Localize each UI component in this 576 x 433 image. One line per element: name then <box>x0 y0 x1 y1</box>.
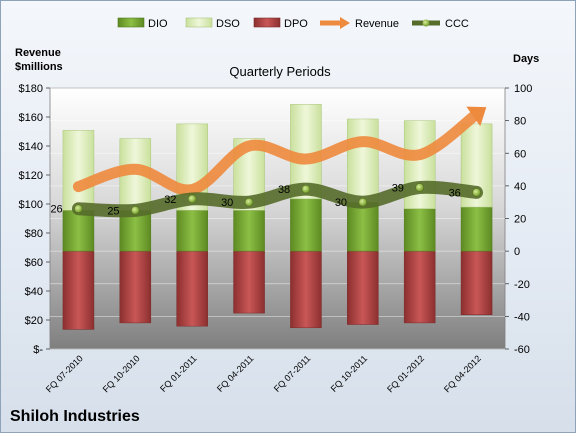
bar-dio[interactable] <box>233 210 265 252</box>
legend-label-dio: DIO <box>148 18 168 30</box>
left-tick-label: $40 <box>25 286 43 298</box>
legend-item-ccc[interactable]: CCC <box>412 18 469 30</box>
bar-dpo[interactable] <box>460 250 493 315</box>
legend-swatch-dio <box>117 17 145 28</box>
legend-label-dso: DSO <box>216 18 240 30</box>
ccc-data-label: 26 <box>50 204 62 216</box>
legend-swatch-dpo <box>253 17 281 28</box>
right-tick-label: 60 <box>514 148 526 160</box>
x-tick-label: FQ 07-2010 <box>44 353 85 394</box>
revenue-arrowhead-icon <box>466 106 487 127</box>
x-tick-label: FQ 04-2011 <box>215 353 256 394</box>
legend-item-revenue[interactable]: Revenue <box>320 17 399 30</box>
bar-dpo[interactable] <box>347 250 379 325</box>
left-tick-label: $80 <box>25 228 43 240</box>
x-tick-label: FQ 04-2012 <box>442 353 483 394</box>
bar-dio[interactable] <box>347 201 379 252</box>
ccc-data-label: 30 <box>335 197 347 209</box>
bar-dio[interactable] <box>460 206 493 252</box>
right-tick-label: 0 <box>514 246 520 258</box>
right-tick-label: -40 <box>514 311 530 323</box>
revenue-line[interactable] <box>72 108 483 196</box>
legend-dot-icon <box>422 19 430 27</box>
x-tick-label: FQ 07-2011 <box>272 353 313 394</box>
ccc-point[interactable] <box>415 183 424 192</box>
bar-dpo[interactable] <box>233 250 265 314</box>
right-axis-title: Days <box>513 53 539 65</box>
ccc-point[interactable] <box>472 188 481 197</box>
legend: DIO DSO DPO Revenue CCC <box>117 17 469 30</box>
ccc-data-label: 36 <box>449 187 461 199</box>
ccc-data-label: 39 <box>392 183 404 195</box>
bar-dso[interactable] <box>347 118 379 203</box>
bar-dso[interactable] <box>62 130 95 211</box>
company-name: Shiloh Industries <box>10 408 140 425</box>
bar-dio[interactable] <box>290 198 322 252</box>
bar-dio[interactable] <box>62 210 95 252</box>
ccc-line[interactable] <box>71 180 484 218</box>
bars <box>62 104 493 330</box>
x-tick-label: FQ 01-2011 <box>158 353 199 394</box>
right-tick-label: 20 <box>514 214 526 226</box>
left-axis-title-line2: $millions <box>15 61 63 73</box>
legend-item-dio[interactable]: DIO <box>117 17 168 30</box>
legend-label-revenue: Revenue <box>355 18 399 30</box>
right-tick-label: 80 <box>514 116 526 128</box>
ccc-point[interactable] <box>74 204 83 213</box>
x-tick-label: FQ 01-2012 <box>385 353 426 394</box>
bar-dpo[interactable] <box>403 250 436 324</box>
ccc-point[interactable] <box>244 197 254 207</box>
legend-arrow-icon <box>340 17 350 29</box>
left-axis-title-line1: Revenue <box>15 47 61 59</box>
legend-swatch-dso <box>185 17 213 28</box>
legend-label-dpo: DPO <box>284 18 308 30</box>
lines: 26 25 32 30 38 30 39 36 <box>50 106 487 218</box>
legend-item-dpo[interactable]: DPO <box>253 17 308 30</box>
ccc-data-label: 30 <box>221 197 233 209</box>
right-tick-label: -20 <box>514 279 530 291</box>
legend-item-dso[interactable]: DSO <box>185 17 240 30</box>
ccc-data-label: 25 <box>107 205 119 217</box>
left-tick-label: $100 <box>19 199 43 211</box>
left-tick-label: $120 <box>19 170 43 182</box>
bar-dpo[interactable] <box>62 250 95 330</box>
legend-label-ccc: CCC <box>445 18 469 30</box>
bar-dio[interactable] <box>403 208 436 252</box>
left-tick-label: $160 <box>19 112 43 124</box>
right-tick-label: 100 <box>514 83 532 95</box>
left-tick-label: $140 <box>19 141 43 153</box>
ccc-point[interactable] <box>131 206 140 215</box>
bar-dio[interactable] <box>176 210 208 252</box>
ccc-point[interactable] <box>187 194 197 204</box>
right-tick-label: -60 <box>514 344 530 356</box>
ccc-point[interactable] <box>358 197 368 207</box>
left-tick-label: $- <box>33 344 43 356</box>
left-tick-label: $60 <box>25 257 43 269</box>
x-tick-label: FQ 10-2011 <box>329 353 370 394</box>
ccc-point[interactable] <box>301 184 311 194</box>
left-tick-label: $20 <box>25 315 43 327</box>
x-tick-label: FQ 10-2010 <box>101 353 142 394</box>
bar-dpo[interactable] <box>290 250 322 329</box>
left-tick-label: $180 <box>19 83 43 95</box>
ccc-data-label: 32 <box>164 194 176 206</box>
bar-dpo[interactable] <box>176 250 208 327</box>
chart-title: Quarterly Periods <box>229 64 331 79</box>
bar-dpo[interactable] <box>119 250 152 324</box>
ccc-data-label: 38 <box>278 184 290 196</box>
right-tick-label: 40 <box>514 181 526 193</box>
